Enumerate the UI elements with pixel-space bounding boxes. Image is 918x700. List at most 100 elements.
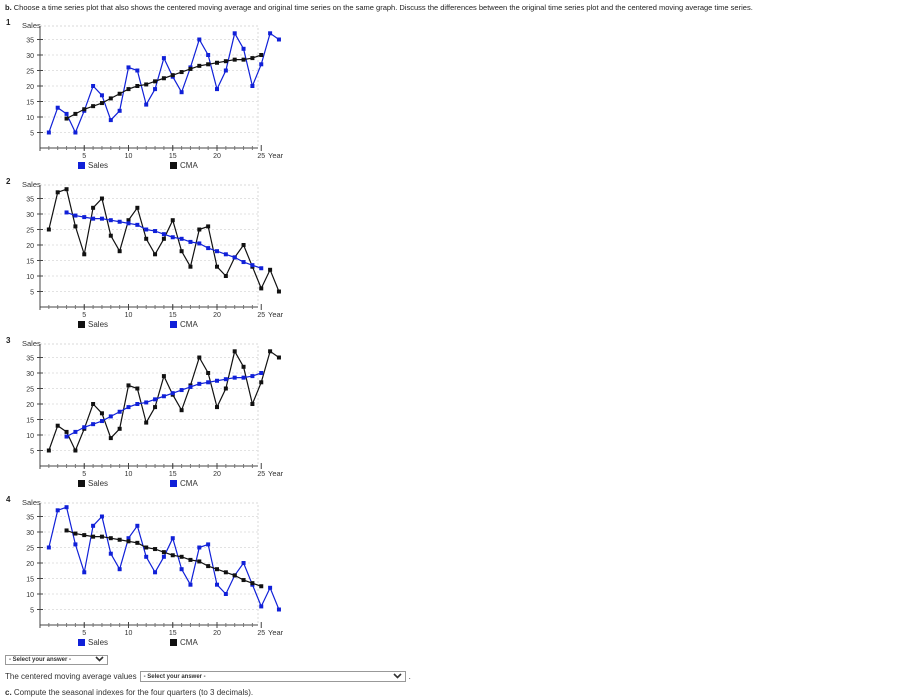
data-point-cma xyxy=(64,210,69,215)
data-point-cma xyxy=(126,405,131,410)
series-line-cma xyxy=(66,372,262,438)
y-tick-label: 5 xyxy=(30,608,34,615)
data-point-sales xyxy=(223,592,228,596)
option-number: 3 xyxy=(6,336,11,345)
data-point-cma xyxy=(135,84,140,88)
data-point-cma xyxy=(223,570,228,575)
option-3[interactable]: 3 5 10 15 20 25 30 35 Sales 5 10 15 20 25 Year Sales … xyxy=(0,336,300,494)
legend-cma-label: CMA xyxy=(180,638,198,647)
data-point-cma xyxy=(250,56,255,61)
answer-select-2[interactable]: - Select your answer - xyxy=(139,671,406,682)
data-point-cma xyxy=(91,534,96,539)
data-point-cma xyxy=(197,63,202,68)
data-point-cma xyxy=(161,232,166,237)
option-4[interactable]: 4 5 10 15 20 25 30 35 Sales 5 10 15 20 25 Year Sales … xyxy=(0,495,300,653)
data-point-sales xyxy=(153,405,158,410)
chevron-down-icon xyxy=(393,672,402,681)
x-axis-label: Year xyxy=(268,151,284,158)
data-point-sales xyxy=(117,249,122,254)
data-point-cma xyxy=(91,104,96,109)
data-point-cma xyxy=(241,57,246,62)
data-point-sales xyxy=(91,205,96,210)
data-point-sales xyxy=(135,68,140,73)
x-tick-label: 5 xyxy=(82,153,86,158)
y-tick-label: 10 xyxy=(26,433,34,440)
plot-frame xyxy=(39,502,259,626)
cma-suffix: . xyxy=(408,672,411,681)
data-point-cma xyxy=(215,60,219,65)
data-point-sales xyxy=(108,436,113,441)
data-point-cma xyxy=(108,414,113,419)
legend-cma: CMA xyxy=(170,479,198,488)
data-point-sales xyxy=(46,448,51,453)
data-point-sales xyxy=(55,508,60,513)
data-point-sales xyxy=(153,87,158,92)
y-tick-label: 15 xyxy=(26,418,34,425)
data-point-sales xyxy=(161,554,166,559)
option-number: 2 xyxy=(6,177,11,186)
data-point-cma xyxy=(82,425,87,430)
data-point-sales xyxy=(46,545,51,550)
legend-cma: CMA xyxy=(170,638,198,647)
data-point-sales xyxy=(55,105,60,110)
data-point-sales xyxy=(223,68,228,73)
answer-select-1[interactable]: - Select your answer - xyxy=(5,655,108,665)
data-point-sales xyxy=(241,46,246,51)
data-point-cma xyxy=(126,539,131,544)
data-point-sales xyxy=(259,286,264,291)
data-point-cma xyxy=(232,573,237,578)
option-2[interactable]: 2 5 10 15 20 25 30 35 Sales 5 10 15 20 25 Year Sales … xyxy=(0,177,300,335)
y-axis-label: Sales xyxy=(22,498,41,507)
data-point-cma xyxy=(135,540,140,545)
data-point-cma xyxy=(179,236,184,241)
data-point-cma xyxy=(161,550,166,555)
legend-sales: Sales xyxy=(78,638,108,647)
data-point-sales xyxy=(91,402,96,406)
data-point-sales xyxy=(144,236,149,241)
y-tick-label: 35 xyxy=(26,38,34,45)
legend-cma-label: CMA xyxy=(180,161,198,170)
data-point-cma xyxy=(197,241,202,246)
y-tick-label: 20 xyxy=(26,84,34,91)
data-point-sales xyxy=(250,84,255,88)
y-tick-label: 10 xyxy=(26,274,34,281)
data-point-sales xyxy=(144,420,149,425)
x-tick-label: 20 xyxy=(213,630,221,635)
data-point-cma xyxy=(259,266,264,271)
data-point-cma xyxy=(215,249,219,254)
data-point-sales xyxy=(232,31,237,36)
data-point-sales xyxy=(161,236,166,241)
data-point-sales xyxy=(206,224,211,229)
y-tick-label: 20 xyxy=(26,243,34,250)
data-point-cma xyxy=(179,388,184,393)
data-point-cma xyxy=(144,545,149,550)
legend-cma-label: CMA xyxy=(180,320,198,329)
x-axis-label: Year xyxy=(268,469,284,476)
data-point-sales xyxy=(206,542,211,547)
data-point-cma xyxy=(144,227,149,232)
data-point-sales xyxy=(108,233,113,238)
data-point-sales xyxy=(161,56,166,61)
data-point-sales xyxy=(276,37,281,42)
data-point-cma xyxy=(241,260,246,265)
data-point-cma xyxy=(232,57,237,62)
part-c-label: c. xyxy=(5,688,12,697)
y-axis-label: Sales xyxy=(22,339,41,348)
data-point-sales xyxy=(206,53,211,57)
answer-select-2-value: - Select your answer - xyxy=(143,673,206,680)
data-point-cma xyxy=(206,246,211,251)
data-point-cma xyxy=(259,584,264,589)
option-1[interactable]: 1 5 10 15 20 25 30 35 Sales 5 10 15 20 25 Year Sales … xyxy=(0,18,300,176)
data-point-sales xyxy=(268,349,273,354)
data-point-cma xyxy=(73,213,78,218)
legend-sales-label: Sales xyxy=(88,638,109,647)
legend-sales: Sales xyxy=(78,479,108,488)
data-point-sales xyxy=(197,227,202,232)
data-point-sales xyxy=(276,607,281,612)
cma-prefix: The centered moving average values xyxy=(5,672,137,681)
x-tick-label: 25 xyxy=(257,153,265,158)
data-point-sales xyxy=(223,386,228,391)
x-axis-label: Year xyxy=(268,628,284,635)
y-tick-label: 35 xyxy=(26,197,34,204)
